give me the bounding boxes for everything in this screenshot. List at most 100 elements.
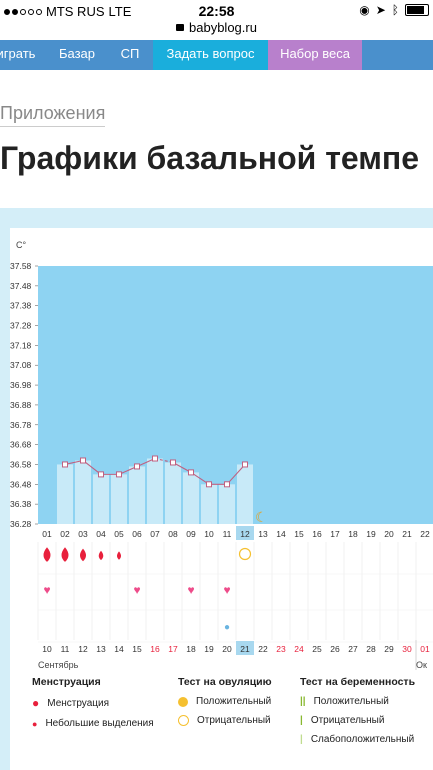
negative-circle-icon bbox=[178, 715, 189, 726]
legend-title: Тест на овуляцию bbox=[178, 676, 272, 688]
nav-item-ask-question[interactable]: Задать вопрос bbox=[153, 40, 268, 70]
x-bottom-label: 29 bbox=[384, 644, 394, 654]
legend-item: Положительный bbox=[313, 696, 389, 707]
light-bar-icon: | bbox=[300, 734, 303, 745]
y-tick-label: 37.58 bbox=[10, 261, 32, 271]
battery-icon bbox=[405, 4, 429, 16]
temperature-bar bbox=[57, 464, 73, 524]
heart-icon: ♥ bbox=[43, 583, 50, 597]
x-top-label: 11 bbox=[223, 529, 232, 539]
nav-item-weight-gain[interactable]: Набор веса bbox=[268, 40, 362, 70]
x-top-label: 18 bbox=[348, 529, 358, 539]
data-point bbox=[242, 461, 248, 468]
x-top-label: 13 bbox=[258, 529, 268, 539]
x-bottom-label: 10 bbox=[42, 644, 52, 654]
blue-drop-icon: ● bbox=[224, 622, 230, 633]
x-bottom-label: 15 bbox=[132, 644, 142, 654]
temperature-bar bbox=[165, 462, 181, 524]
network: LTE bbox=[108, 4, 132, 19]
page-title: Графики базальной темпе bbox=[0, 140, 420, 176]
x-bottom-label: 14 bbox=[114, 644, 124, 654]
x-top-label: 20 bbox=[384, 529, 394, 539]
y-tick-label: 37.08 bbox=[10, 360, 32, 370]
moon-icon: ☾ bbox=[255, 509, 268, 525]
x-top-label: 14 bbox=[276, 529, 286, 539]
x-bottom-label: 12 bbox=[78, 644, 88, 654]
x-bottom-label: 22 bbox=[258, 644, 268, 654]
temperature-bar bbox=[219, 484, 235, 524]
small-drop-icon: ● bbox=[32, 718, 38, 729]
temperature-bar bbox=[237, 464, 253, 524]
data-point bbox=[188, 469, 194, 476]
highlight-day-bottom bbox=[236, 641, 254, 655]
x-bottom-label: 28 bbox=[366, 644, 376, 654]
x-bottom-label: 13 bbox=[96, 644, 106, 654]
x-top-label: 08 bbox=[168, 529, 178, 539]
y-tick-label: 36.38 bbox=[10, 499, 32, 509]
x-bottom-label: 30 bbox=[402, 644, 412, 654]
legend-pregnancy: Тест на беременность || Положительный | От… bbox=[300, 676, 415, 745]
legend-item: Слабоположительный bbox=[310, 734, 415, 745]
signal-icon bbox=[4, 8, 42, 15]
nav-item-play[interactable]: играть bbox=[0, 46, 36, 61]
data-point bbox=[152, 455, 158, 462]
status-bar: MTS RUS LTE 22:58 ◉ ➤ ᛒ bbox=[0, 0, 433, 22]
data-point bbox=[116, 471, 122, 478]
bar-icon: | bbox=[300, 715, 303, 726]
temperature-bar bbox=[201, 484, 217, 524]
x-bottom-label: 17 bbox=[168, 644, 178, 654]
x-top-label: 04 bbox=[96, 529, 106, 539]
series-line bbox=[226, 464, 246, 485]
x-top-label: 21 bbox=[402, 529, 412, 539]
x-top-label: 05 bbox=[114, 529, 124, 539]
x-bottom-label: 26 bbox=[330, 644, 340, 654]
location-icon: ➤ bbox=[375, 3, 386, 17]
lock-icon bbox=[176, 24, 185, 32]
rotation-lock-icon: ◉ bbox=[359, 3, 370, 17]
y-tick-label: 36.68 bbox=[10, 440, 32, 450]
nav-item-sp[interactable]: СП bbox=[120, 46, 140, 61]
legend-title: Менструация bbox=[32, 676, 101, 688]
legend-menstruation: Менструация ● Менструация ● Небольшие выде… bbox=[32, 676, 154, 729]
heart-icon: ♥ bbox=[223, 583, 230, 597]
y-tick-label: 36.48 bbox=[10, 479, 32, 489]
carrier: MTS RUS bbox=[46, 4, 105, 19]
legend-title: Тест на беременность bbox=[300, 676, 416, 688]
positive-circle-icon bbox=[178, 696, 188, 707]
x-top-label: 22 bbox=[420, 529, 430, 539]
highlight-day-top bbox=[236, 526, 254, 540]
data-point bbox=[134, 463, 140, 470]
breadcrumb[interactable]: Приложения bbox=[0, 103, 106, 127]
chart-panel: C° 37.58 37.48 37.38 37.28 37.18 37.08 36.98 36.… bbox=[0, 208, 433, 770]
temperature-bar bbox=[129, 466, 145, 524]
legend-item: Отрицательный bbox=[197, 715, 271, 726]
temperature-bar bbox=[147, 458, 163, 524]
drop-icon bbox=[61, 547, 69, 562]
x-top-label: 03 bbox=[78, 529, 88, 539]
x-top-label: 16 bbox=[312, 529, 322, 539]
x-top-label: 12 bbox=[240, 529, 250, 539]
legend-item: Менструация bbox=[47, 697, 109, 709]
y-tick-label: 36.28 bbox=[10, 519, 32, 529]
legend-item: Отрицательный bbox=[310, 715, 385, 726]
x-top-label: 01 bbox=[42, 529, 52, 539]
double-bar-icon: || bbox=[300, 696, 306, 707]
x-top-label: 09 bbox=[186, 529, 196, 539]
drop-icon bbox=[80, 548, 86, 562]
month-label-next: Ок bbox=[416, 660, 427, 670]
x-top-label: 02 bbox=[60, 529, 70, 539]
data-point bbox=[80, 457, 86, 464]
y-tick-label: 37.18 bbox=[10, 340, 32, 350]
clock: 22:58 bbox=[198, 3, 235, 19]
x-top-label: 10 bbox=[204, 529, 214, 539]
address-bar[interactable]: babyblog.ru bbox=[0, 20, 433, 40]
drop-icon: ● bbox=[32, 696, 40, 710]
nav-item-bazar[interactable]: Базар bbox=[58, 46, 96, 61]
y-unit-label: C° bbox=[16, 240, 26, 250]
x-top-label: 07 bbox=[150, 529, 160, 539]
legend-item: Положительный bbox=[196, 696, 272, 707]
x-bottom-label: 16 bbox=[150, 644, 160, 654]
bbt-chart[interactable]: C° 37.58 37.48 37.38 37.28 37.18 37.08 36.98 36.… bbox=[10, 228, 433, 770]
y-tick-label: 37.28 bbox=[10, 321, 32, 331]
x-bottom-label: 11 bbox=[61, 644, 70, 654]
